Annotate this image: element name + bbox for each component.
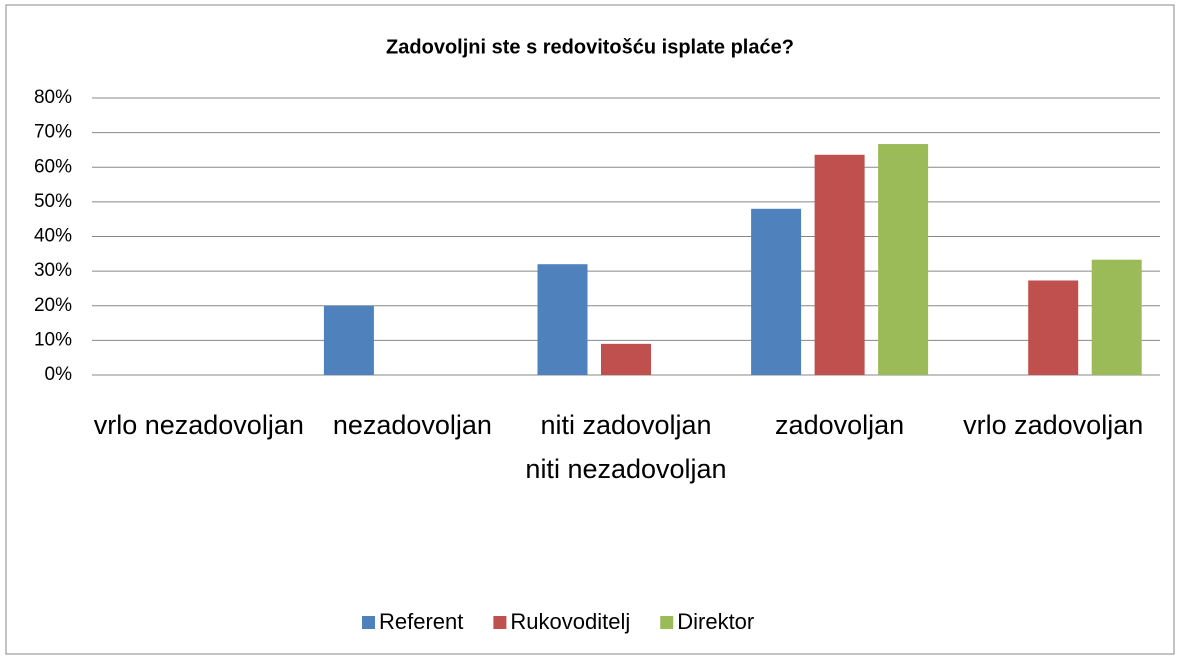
y-tick-label: 60% xyxy=(34,156,72,177)
y-tick-label: 30% xyxy=(34,260,72,281)
x-tick-label: vrlo zadovoljan xyxy=(963,410,1144,440)
x-tick-label: niti zadovoljan niti nezadovoljan xyxy=(525,410,727,484)
x-tick-label: zadovoljan xyxy=(775,410,905,440)
legend-label: Referent xyxy=(379,609,463,634)
y-tick-label: 80% xyxy=(34,87,72,108)
x-tick-label: nezadovoljan xyxy=(332,410,492,440)
bar xyxy=(323,305,374,375)
legend-swatch xyxy=(660,616,674,629)
y-tick-label: 10% xyxy=(34,329,72,350)
bar xyxy=(814,154,865,375)
bar xyxy=(751,208,802,375)
y-tick-label: 50% xyxy=(34,191,72,212)
y-tick-label: 20% xyxy=(34,295,72,316)
chart-title: Zadovoljni ste s redovitošću isplate pla… xyxy=(386,36,794,58)
bar xyxy=(878,144,929,375)
y-tick-label: 70% xyxy=(34,122,72,143)
bar xyxy=(1028,280,1079,375)
y-tick-label: 40% xyxy=(34,226,72,247)
bar xyxy=(537,264,588,375)
y-tick-label: 0% xyxy=(45,364,73,385)
x-tick-label: vrlo nezadovoljan xyxy=(93,410,304,440)
legend-swatch xyxy=(493,616,507,629)
legend-swatch xyxy=(362,616,375,629)
bar xyxy=(1091,259,1142,375)
chart-border xyxy=(5,4,1175,655)
legend-label: Rukovoditelj xyxy=(510,609,630,634)
bar xyxy=(601,343,651,375)
legend-label: Direktor xyxy=(677,609,754,634)
